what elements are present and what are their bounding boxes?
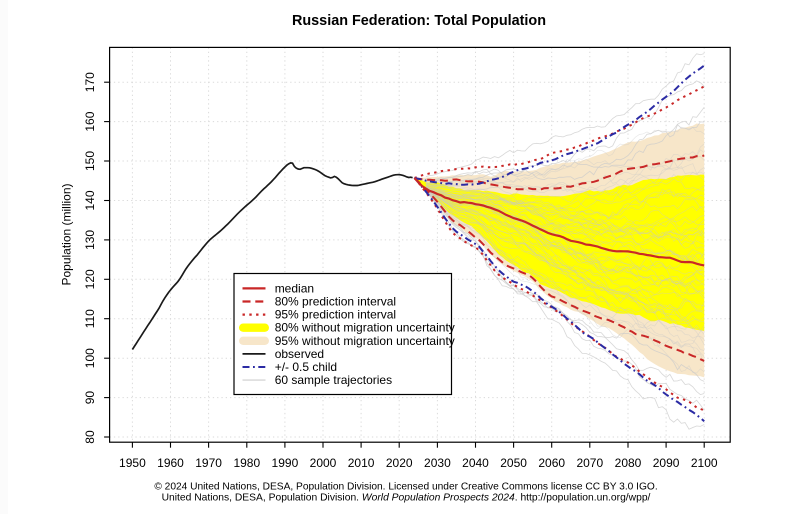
svg-text:1950: 1950 xyxy=(119,456,146,470)
svg-text:2050: 2050 xyxy=(500,456,527,470)
svg-text:1960: 1960 xyxy=(157,456,184,470)
svg-text:1980: 1980 xyxy=(233,456,260,470)
svg-text:2010: 2010 xyxy=(348,456,375,470)
svg-text:160: 160 xyxy=(83,111,97,131)
svg-text:80% without migration uncertai: 80% without migration uncertainty xyxy=(275,321,455,335)
svg-text:2030: 2030 xyxy=(424,456,451,470)
svg-text:United Nations, DESA, Populati: United Nations, DESA, Population Divisio… xyxy=(162,493,651,504)
svg-text:170: 170 xyxy=(83,72,97,92)
svg-text:2100: 2100 xyxy=(691,456,718,470)
svg-text:120: 120 xyxy=(83,269,97,289)
svg-text:80% prediction interval: 80% prediction interval xyxy=(275,295,396,309)
svg-text:median: median xyxy=(275,281,314,295)
svg-text:2080: 2080 xyxy=(615,456,642,470)
svg-text:1990: 1990 xyxy=(272,456,299,470)
svg-text:90: 90 xyxy=(83,391,97,405)
svg-text:95% prediction interval: 95% prediction interval xyxy=(275,308,396,322)
svg-text:1970: 1970 xyxy=(195,456,222,470)
svg-text:100: 100 xyxy=(83,348,97,368)
svg-text:80: 80 xyxy=(83,430,97,444)
svg-text:60 sample trajectories: 60 sample trajectories xyxy=(275,373,392,387)
svg-text:observed: observed xyxy=(275,347,324,361)
svg-text:130: 130 xyxy=(83,230,97,250)
svg-text:2060: 2060 xyxy=(538,456,565,470)
svg-text:Russian Federation: Total Popu: Russian Federation: Total Population xyxy=(292,13,546,29)
svg-text:© 2024 United Nations, DESA, P: © 2024 United Nations, DESA, Population … xyxy=(154,482,657,493)
svg-text:+/- 0.5 child: +/- 0.5 child xyxy=(275,360,337,374)
svg-text:2000: 2000 xyxy=(310,456,337,470)
svg-text:2020: 2020 xyxy=(386,456,413,470)
svg-text:110: 110 xyxy=(83,309,97,328)
svg-text:95% without migration uncertai: 95% without migration uncertainty xyxy=(275,334,455,348)
svg-text:2070: 2070 xyxy=(576,456,603,470)
svg-text:2040: 2040 xyxy=(462,456,489,470)
svg-text:150: 150 xyxy=(83,151,97,171)
svg-text:140: 140 xyxy=(83,190,97,210)
svg-text:Population (million): Population (million) xyxy=(60,183,74,285)
svg-text:2090: 2090 xyxy=(653,456,680,470)
